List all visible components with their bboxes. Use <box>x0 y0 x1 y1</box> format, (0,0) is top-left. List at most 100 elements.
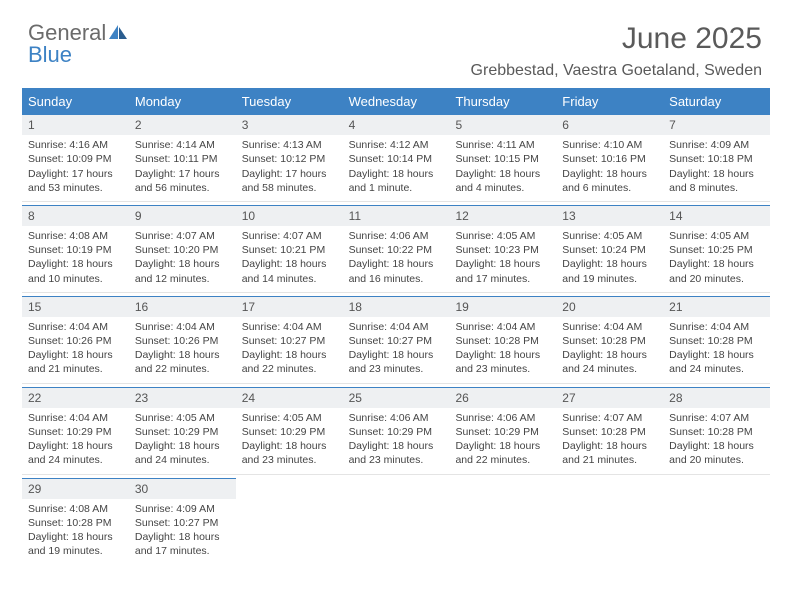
calendar-week-row: 1Sunrise: 4:16 AMSunset: 10:09 PMDayligh… <box>22 114 770 201</box>
sunrise-text: Sunrise: 4:04 AM <box>28 411 123 425</box>
sunrise-text: Sunrise: 4:08 AM <box>28 229 123 243</box>
sunrise-text: Sunrise: 4:05 AM <box>669 229 764 243</box>
sunset-text: Sunset: 10:29 PM <box>28 425 123 439</box>
daylight-text: Daylight: 18 hours and 23 minutes. <box>349 348 444 376</box>
calendar-week-row: 29Sunrise: 4:08 AMSunset: 10:28 PMDaylig… <box>22 474 770 565</box>
sunset-text: Sunset: 10:11 PM <box>135 152 230 166</box>
day-number: 5 <box>449 114 556 135</box>
sunset-text: Sunset: 10:29 PM <box>135 425 230 439</box>
day-number: 29 <box>22 478 129 499</box>
weekday-header: Wednesday <box>343 90 450 114</box>
sunset-text: Sunset: 10:28 PM <box>455 334 550 348</box>
day-number: 1 <box>22 114 129 135</box>
weekday-header: Sunday <box>22 90 129 114</box>
sunset-text: Sunset: 10:28 PM <box>28 516 123 530</box>
day-number: 2 <box>129 114 236 135</box>
brand-logo: General Blue <box>28 22 128 66</box>
sunrise-text: Sunrise: 4:05 AM <box>135 411 230 425</box>
sunset-text: Sunset: 10:27 PM <box>242 334 337 348</box>
sunset-text: Sunset: 10:28 PM <box>669 425 764 439</box>
sunrise-text: Sunrise: 4:04 AM <box>135 320 230 334</box>
calendar-day-cell: 23 Sunrise: 4:05 AMSunset: 10:29 PMDaylig… <box>129 383 236 474</box>
calendar-day-cell: 16 Sunrise: 4:04 AMSunset: 10:26 PMDaylig… <box>129 292 236 383</box>
calendar-day-cell: 7Sunrise: 4:09 AMSunset: 10:18 PMDayligh… <box>663 114 770 201</box>
sunset-text: Sunset: 10:15 PM <box>455 152 550 166</box>
daylight-text: Daylight: 18 hours and 22 minutes. <box>135 348 230 376</box>
day-number: 16 <box>129 296 236 317</box>
sunrise-text: Sunrise: 4:05 AM <box>455 229 550 243</box>
day-number: 7 <box>663 114 770 135</box>
sunrise-text: Sunrise: 4:04 AM <box>669 320 764 334</box>
daylight-text: Daylight: 18 hours and 23 minutes. <box>349 439 444 467</box>
daylight-text: Daylight: 18 hours and 24 minutes. <box>135 439 230 467</box>
calendar-day-cell: 26Sunrise: 4:06 AMSunset: 10:29 PMDaylig… <box>449 383 556 474</box>
daylight-text: Daylight: 18 hours and 22 minutes. <box>242 348 337 376</box>
calendar-day-cell: 28Sunrise: 4:07 AMSunset: 10:28 PMDaylig… <box>663 383 770 474</box>
daylight-text: Daylight: 18 hours and 20 minutes. <box>669 257 764 285</box>
calendar-day-cell <box>449 474 556 565</box>
calendar-day-cell: 15Sunrise: 4:04 AMSunset: 10:26 PMDaylig… <box>22 292 129 383</box>
day-number: 18 <box>343 296 450 317</box>
calendar-day-cell: 30Sunrise: 4:09 AMSunset: 10:27 PMDaylig… <box>129 474 236 565</box>
day-number: 9 <box>129 205 236 226</box>
daylight-text: Daylight: 18 hours and 4 minutes. <box>455 167 550 195</box>
sunset-text: Sunset: 10:22 PM <box>349 243 444 257</box>
daylight-text: Daylight: 18 hours and 12 minutes. <box>135 257 230 285</box>
sunrise-text: Sunrise: 4:04 AM <box>28 320 123 334</box>
sunrise-text: Sunrise: 4:11 AM <box>455 138 550 152</box>
day-number: 30 <box>129 478 236 499</box>
weekday-header: Friday <box>556 90 663 114</box>
weekday-header: Tuesday <box>236 90 343 114</box>
calendar-day-cell: 5 Sunrise: 4:11 AMSunset: 10:15 PMDayligh… <box>449 114 556 201</box>
sunrise-text: Sunrise: 4:06 AM <box>455 411 550 425</box>
sunset-text: Sunset: 10:28 PM <box>562 334 657 348</box>
sunset-text: Sunset: 10:26 PM <box>135 334 230 348</box>
sunrise-text: Sunrise: 4:04 AM <box>562 320 657 334</box>
day-number: 23 <box>129 387 236 408</box>
location-subtitle: Grebbestad, Vaestra Goetaland, Sweden <box>471 62 762 80</box>
daylight-text: Daylight: 18 hours and 10 minutes. <box>28 257 123 285</box>
daylight-text: Daylight: 18 hours and 20 minutes. <box>669 439 764 467</box>
sunset-text: Sunset: 10:12 PM <box>242 152 337 166</box>
calendar-day-cell: 25Sunrise: 4:06 AMSunset: 10:29 PMDaylig… <box>343 383 450 474</box>
calendar-day-cell: 17Sunrise: 4:04 AMSunset: 10:27 PMDaylig… <box>236 292 343 383</box>
sunrise-text: Sunrise: 4:04 AM <box>455 320 550 334</box>
sunrise-text: Sunrise: 4:04 AM <box>349 320 444 334</box>
day-number: 19 <box>449 296 556 317</box>
calendar-day-cell: 10Sunrise: 4:07 AMSunset: 10:21 PMDaylig… <box>236 201 343 292</box>
calendar-grid: Sunday Monday Tuesday Wednesday Thursday… <box>22 88 770 564</box>
sunrise-text: Sunrise: 4:05 AM <box>562 229 657 243</box>
day-number: 20 <box>556 296 663 317</box>
calendar-day-cell <box>556 474 663 565</box>
sunset-text: Sunset: 10:19 PM <box>28 243 123 257</box>
calendar-day-cell: 6Sunrise: 4:10 AMSunset: 10:16 PMDayligh… <box>556 114 663 201</box>
calendar-day-cell: 21Sunrise: 4:04 AMSunset: 10:28 PMDaylig… <box>663 292 770 383</box>
daylight-text: Daylight: 18 hours and 1 minute. <box>349 167 444 195</box>
calendar-day-cell: 20Sunrise: 4:04 AMSunset: 10:28 PMDaylig… <box>556 292 663 383</box>
daylight-text: Daylight: 18 hours and 23 minutes. <box>242 439 337 467</box>
sunrise-text: Sunrise: 4:08 AM <box>28 502 123 516</box>
calendar-day-cell: 29Sunrise: 4:08 AMSunset: 10:28 PMDaylig… <box>22 474 129 565</box>
calendar-day-cell: 12Sunrise: 4:05 AMSunset: 10:23 PMDaylig… <box>449 201 556 292</box>
daylight-text: Daylight: 18 hours and 6 minutes. <box>562 167 657 195</box>
daylight-text: Daylight: 18 hours and 8 minutes. <box>669 167 764 195</box>
sunrise-text: Sunrise: 4:10 AM <box>562 138 657 152</box>
sunrise-text: Sunrise: 4:14 AM <box>135 138 230 152</box>
day-number: 26 <box>449 387 556 408</box>
calendar-day-cell <box>663 474 770 565</box>
weekday-header: Saturday <box>663 90 770 114</box>
daylight-text: Daylight: 18 hours and 16 minutes. <box>349 257 444 285</box>
daylight-text: Daylight: 18 hours and 21 minutes. <box>562 439 657 467</box>
sunrise-text: Sunrise: 4:04 AM <box>242 320 337 334</box>
sunset-text: Sunset: 10:20 PM <box>135 243 230 257</box>
calendar-day-cell: 4Sunrise: 4:12 AMSunset: 10:14 PMDayligh… <box>343 114 450 201</box>
sunrise-text: Sunrise: 4:07 AM <box>135 229 230 243</box>
daylight-text: Daylight: 17 hours and 58 minutes. <box>242 167 337 195</box>
sunset-text: Sunset: 10:14 PM <box>349 152 444 166</box>
daylight-text: Daylight: 17 hours and 53 minutes. <box>28 167 123 195</box>
day-number: 11 <box>343 205 450 226</box>
day-number: 14 <box>663 205 770 226</box>
daylight-text: Daylight: 18 hours and 24 minutes. <box>28 439 123 467</box>
calendar-day-cell: 13Sunrise: 4:05 AMSunset: 10:24 PMDaylig… <box>556 201 663 292</box>
day-number: 24 <box>236 387 343 408</box>
